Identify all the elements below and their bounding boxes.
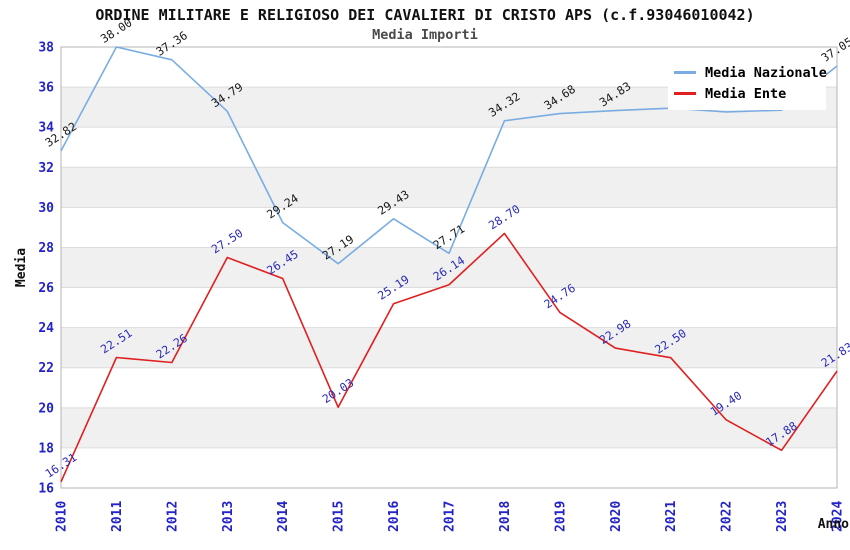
y-tick-label: 28 [38, 241, 54, 256]
x-tick-label: 2023 [775, 501, 790, 532]
y-tick-label: 26 [38, 281, 54, 296]
legend-item-media-ente: Media Ente [674, 83, 820, 104]
x-tick-label: 2018 [498, 501, 513, 532]
plot-band [61, 247, 837, 288]
plot-band [61, 407, 837, 448]
x-tick-label: 2010 [55, 501, 70, 532]
plot-band [61, 447, 837, 488]
chart-subtitle: Media Importi [372, 27, 478, 43]
plot-band [61, 127, 837, 168]
y-tick-label: 18 [38, 441, 54, 456]
x-tick-label: 2022 [720, 501, 735, 532]
x-tick-label: 2024 [831, 501, 846, 532]
x-tick-label: 2021 [664, 501, 679, 532]
plot-band [61, 287, 837, 328]
point-label: 38.00 [98, 15, 135, 46]
series-line-nazionale [60, 46, 838, 265]
plot-border [60, 46, 838, 489]
y-tick-label: 16 [38, 482, 54, 497]
plot-band [61, 207, 837, 248]
y-tick-label: 24 [38, 321, 54, 336]
y-tick-label: 36 [38, 81, 54, 96]
y-tick-label: 20 [38, 401, 54, 416]
legend-label-media-ente: Media Ente [705, 85, 787, 102]
chart-title: ORDINE MILITARE E RELIGIOSO DEI CAVALIER… [95, 6, 755, 24]
plot-band [61, 167, 837, 208]
legend-label-media-nazionale: Media Nazionale [705, 64, 827, 81]
x-axis-title: Anno [818, 517, 849, 532]
y-tick-label: 38 [38, 41, 54, 56]
y-tick-label: 22 [38, 361, 54, 376]
x-tick-label: 2014 [276, 501, 291, 532]
x-tick-label: 2013 [221, 501, 236, 532]
x-tick-label: 2016 [387, 501, 402, 532]
legend-line-swatch-ente [674, 92, 696, 95]
y-tick-label: 32 [38, 161, 54, 176]
plot-band [61, 327, 837, 368]
x-tick-label: 2012 [165, 501, 180, 532]
legend: Media Nazionale Media Ente [668, 57, 827, 110]
legend-item-media-nazionale: Media Nazionale [674, 62, 827, 83]
y-axis-title: Media [14, 248, 29, 287]
series-line-ente [60, 232, 838, 483]
x-tick-label: 2017 [443, 501, 458, 532]
legend-line-swatch-nazionale [674, 71, 696, 74]
y-tick-label: 34 [38, 121, 54, 136]
y-tick-label: 30 [38, 201, 54, 216]
plot-band [61, 367, 837, 408]
x-tick-label: 2011 [110, 501, 125, 532]
x-tick-label: 2019 [553, 501, 568, 532]
x-tick-label: 2020 [609, 501, 624, 532]
x-tick-label: 2015 [332, 501, 347, 532]
